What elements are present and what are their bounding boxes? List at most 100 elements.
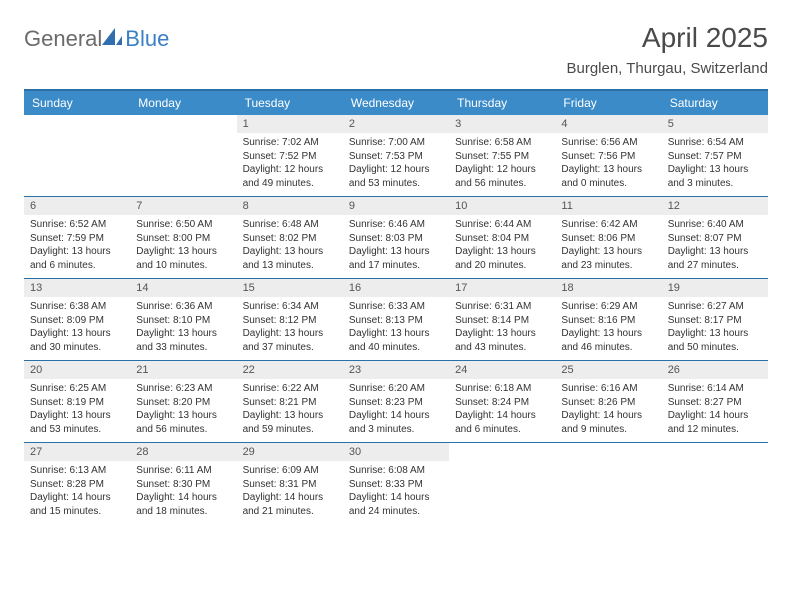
day-sunrise: Sunrise: 6:34 AM	[243, 300, 337, 314]
day-cell: 13Sunrise: 6:38 AMSunset: 8:09 PMDayligh…	[24, 279, 130, 360]
day-number: 7	[130, 197, 236, 215]
brand-sail-icon	[102, 28, 122, 51]
day-content: Sunrise: 6:13 AMSunset: 8:28 PMDaylight:…	[24, 461, 130, 524]
day-sunrise: Sunrise: 6:13 AM	[30, 464, 124, 478]
day-daylight1: Daylight: 13 hours	[455, 245, 549, 259]
day-daylight1: Daylight: 13 hours	[349, 245, 443, 259]
day-cell: 15Sunrise: 6:34 AMSunset: 8:12 PMDayligh…	[237, 279, 343, 360]
day-content: Sunrise: 6:27 AMSunset: 8:17 PMDaylight:…	[662, 297, 768, 360]
day-daylight1: Daylight: 13 hours	[561, 245, 655, 259]
day-daylight2: and 37 minutes.	[243, 341, 337, 355]
day-content: Sunrise: 6:08 AMSunset: 8:33 PMDaylight:…	[343, 461, 449, 524]
day-cell	[449, 443, 555, 524]
day-daylight2: and 27 minutes.	[668, 259, 762, 273]
day-daylight1: Daylight: 13 hours	[668, 245, 762, 259]
day-sunrise: Sunrise: 6:14 AM	[668, 382, 762, 396]
day-content: Sunrise: 6:44 AMSunset: 8:04 PMDaylight:…	[449, 215, 555, 278]
day-sunset: Sunset: 8:06 PM	[561, 232, 655, 246]
day-daylight2: and 6 minutes.	[30, 259, 124, 273]
day-daylight1: Daylight: 14 hours	[136, 491, 230, 505]
day-daylight2: and 0 minutes.	[561, 177, 655, 191]
day-number: 21	[130, 361, 236, 379]
day-cell: 20Sunrise: 6:25 AMSunset: 8:19 PMDayligh…	[24, 361, 130, 442]
day-content: Sunrise: 6:14 AMSunset: 8:27 PMDaylight:…	[662, 379, 768, 442]
day-sunset: Sunset: 8:13 PM	[349, 314, 443, 328]
day-number: 19	[662, 279, 768, 297]
day-cell	[24, 115, 130, 196]
weekday-header: Saturday	[662, 91, 768, 115]
day-sunset: Sunset: 8:02 PM	[243, 232, 337, 246]
day-sunrise: Sunrise: 6:25 AM	[30, 382, 124, 396]
day-daylight1: Daylight: 13 hours	[136, 409, 230, 423]
day-daylight2: and 20 minutes.	[455, 259, 549, 273]
day-number: 14	[130, 279, 236, 297]
day-sunset: Sunset: 8:10 PM	[136, 314, 230, 328]
day-content: Sunrise: 6:22 AMSunset: 8:21 PMDaylight:…	[237, 379, 343, 442]
day-sunset: Sunset: 7:52 PM	[243, 150, 337, 164]
day-daylight1: Daylight: 13 hours	[30, 409, 124, 423]
day-content: Sunrise: 6:29 AMSunset: 8:16 PMDaylight:…	[555, 297, 661, 360]
day-sunset: Sunset: 8:24 PM	[455, 396, 549, 410]
day-cell: 23Sunrise: 6:20 AMSunset: 8:23 PMDayligh…	[343, 361, 449, 442]
day-sunset: Sunset: 8:12 PM	[243, 314, 337, 328]
weekday-header: Friday	[555, 91, 661, 115]
day-sunset: Sunset: 8:23 PM	[349, 396, 443, 410]
week-row: 6Sunrise: 6:52 AMSunset: 7:59 PMDaylight…	[24, 196, 768, 278]
day-cell: 22Sunrise: 6:22 AMSunset: 8:21 PMDayligh…	[237, 361, 343, 442]
day-daylight1: Daylight: 12 hours	[243, 163, 337, 177]
page: General Blue April 2025 Burglen, Thurgau…	[0, 0, 792, 546]
day-sunrise: Sunrise: 6:27 AM	[668, 300, 762, 314]
day-daylight2: and 46 minutes.	[561, 341, 655, 355]
day-sunset: Sunset: 8:27 PM	[668, 396, 762, 410]
day-content: Sunrise: 6:34 AMSunset: 8:12 PMDaylight:…	[237, 297, 343, 360]
day-cell	[555, 443, 661, 524]
day-cell: 17Sunrise: 6:31 AMSunset: 8:14 PMDayligh…	[449, 279, 555, 360]
day-sunrise: Sunrise: 6:22 AM	[243, 382, 337, 396]
day-daylight1: Daylight: 14 hours	[349, 491, 443, 505]
day-sunset: Sunset: 7:55 PM	[455, 150, 549, 164]
day-sunrise: Sunrise: 6:40 AM	[668, 218, 762, 232]
day-number: 13	[24, 279, 130, 297]
day-sunrise: Sunrise: 6:33 AM	[349, 300, 443, 314]
day-number: 26	[662, 361, 768, 379]
day-daylight1: Daylight: 13 hours	[455, 327, 549, 341]
day-cell: 11Sunrise: 6:42 AMSunset: 8:06 PMDayligh…	[555, 197, 661, 278]
day-sunrise: Sunrise: 6:44 AM	[455, 218, 549, 232]
day-sunset: Sunset: 7:59 PM	[30, 232, 124, 246]
weekday-header: Thursday	[449, 91, 555, 115]
day-sunrise: Sunrise: 6:50 AM	[136, 218, 230, 232]
day-sunrise: Sunrise: 6:08 AM	[349, 464, 443, 478]
day-cell: 18Sunrise: 6:29 AMSunset: 8:16 PMDayligh…	[555, 279, 661, 360]
day-number: 17	[449, 279, 555, 297]
day-daylight2: and 24 minutes.	[349, 505, 443, 519]
day-content: Sunrise: 6:23 AMSunset: 8:20 PMDaylight:…	[130, 379, 236, 442]
day-cell: 30Sunrise: 6:08 AMSunset: 8:33 PMDayligh…	[343, 443, 449, 524]
day-cell: 2Sunrise: 7:00 AMSunset: 7:53 PMDaylight…	[343, 115, 449, 196]
day-sunrise: Sunrise: 7:02 AM	[243, 136, 337, 150]
day-cell: 29Sunrise: 6:09 AMSunset: 8:31 PMDayligh…	[237, 443, 343, 524]
day-daylight2: and 33 minutes.	[136, 341, 230, 355]
day-number: 18	[555, 279, 661, 297]
weekday-header: Wednesday	[343, 91, 449, 115]
day-content: Sunrise: 6:48 AMSunset: 8:02 PMDaylight:…	[237, 215, 343, 278]
day-sunset: Sunset: 8:19 PM	[30, 396, 124, 410]
day-cell: 26Sunrise: 6:14 AMSunset: 8:27 PMDayligh…	[662, 361, 768, 442]
day-sunrise: Sunrise: 6:09 AM	[243, 464, 337, 478]
day-daylight1: Daylight: 14 hours	[668, 409, 762, 423]
day-sunrise: Sunrise: 6:54 AM	[668, 136, 762, 150]
day-content: Sunrise: 6:25 AMSunset: 8:19 PMDaylight:…	[24, 379, 130, 442]
day-sunrise: Sunrise: 6:11 AM	[136, 464, 230, 478]
day-cell: 9Sunrise: 6:46 AMSunset: 8:03 PMDaylight…	[343, 197, 449, 278]
day-content: Sunrise: 6:36 AMSunset: 8:10 PMDaylight:…	[130, 297, 236, 360]
day-daylight2: and 40 minutes.	[349, 341, 443, 355]
weeks-container: 1Sunrise: 7:02 AMSunset: 7:52 PMDaylight…	[24, 115, 768, 524]
page-title: April 2025	[566, 22, 768, 54]
day-sunset: Sunset: 8:31 PM	[243, 478, 337, 492]
day-cell: 3Sunrise: 6:58 AMSunset: 7:55 PMDaylight…	[449, 115, 555, 196]
day-cell: 24Sunrise: 6:18 AMSunset: 8:24 PMDayligh…	[449, 361, 555, 442]
day-daylight2: and 13 minutes.	[243, 259, 337, 273]
day-daylight2: and 6 minutes.	[455, 423, 549, 437]
day-daylight1: Daylight: 13 hours	[561, 163, 655, 177]
day-number: 24	[449, 361, 555, 379]
day-number: 3	[449, 115, 555, 133]
